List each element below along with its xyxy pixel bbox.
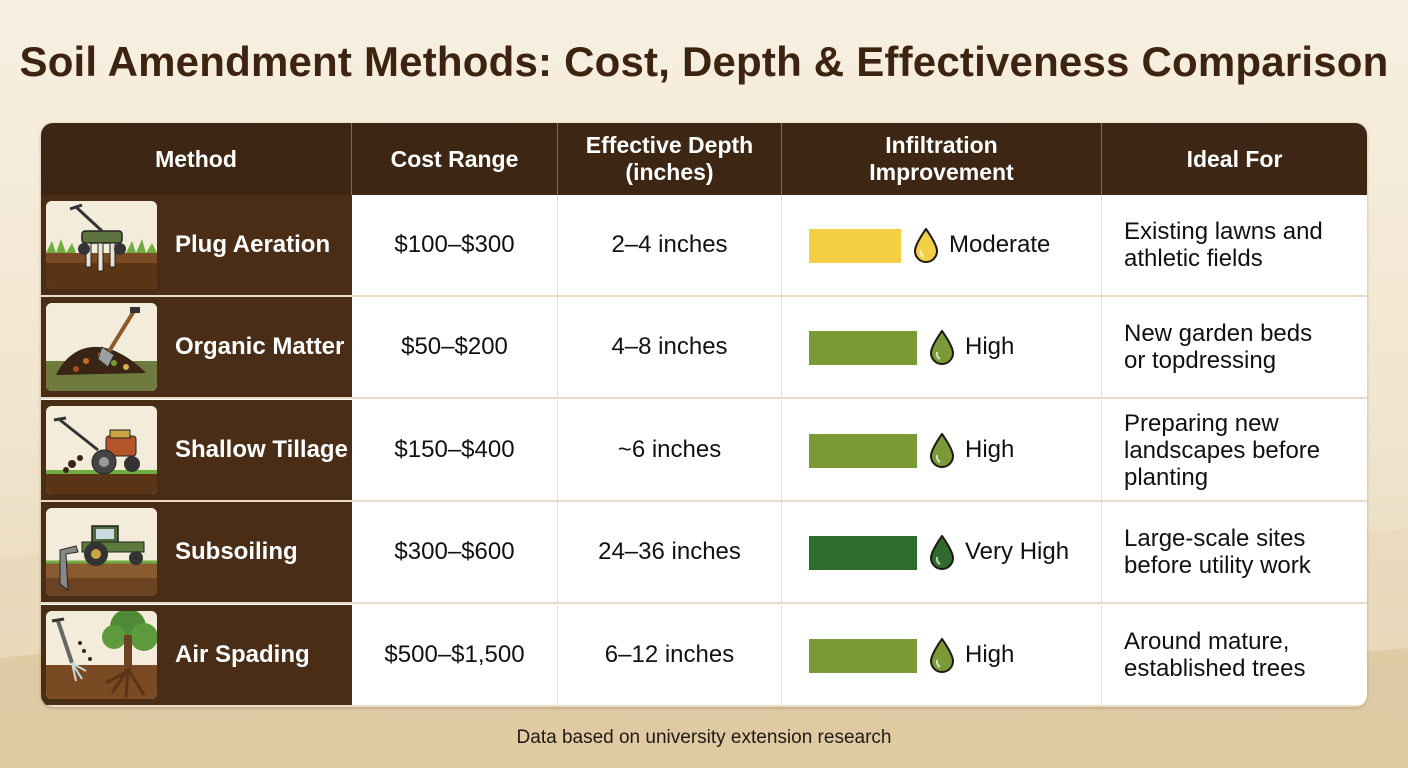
- infiltration-cell: Very High: [782, 502, 1102, 604]
- cost-cell: $300–$600: [352, 502, 558, 604]
- ideal-for-line: New garden beds: [1124, 320, 1313, 347]
- water-drop-icon: [929, 535, 955, 570]
- method-cell: Organic Matter: [41, 297, 352, 399]
- infiltration-bar-high: [809, 434, 917, 468]
- table-row-shallow-tillage: Shallow Tillage $150–$400 ~6 inches High…: [41, 400, 1367, 502]
- cost-cell: $150–$400: [352, 400, 558, 502]
- infiltration-bar-high: [809, 639, 917, 673]
- infiltration-label: High: [965, 641, 1015, 668]
- table-row-organic-matter: Organic Matter $50–$200 4–8 inches High …: [41, 297, 1367, 399]
- ideal-for-line: Around mature,: [1124, 628, 1290, 655]
- plug-aerator-icon: [46, 201, 157, 289]
- header-ideal-for: Ideal For: [1186, 145, 1283, 172]
- infiltration-label: High: [965, 436, 1015, 463]
- ideal-for-text: Existing lawns and athletic fields: [1124, 195, 1354, 295]
- method-label: Subsoiling: [175, 538, 298, 565]
- ideal-for-text: Around mature, established trees: [1124, 605, 1354, 705]
- header-infiltration-line2: Improvement: [869, 159, 1014, 185]
- ideal-for-line: landscapes before: [1124, 436, 1321, 464]
- compost-shovel-icon: [46, 303, 157, 391]
- ideal-for-text: Preparing new landscapes before planting: [1124, 400, 1354, 500]
- table-row-plug-aeration: Plug Aeration $100–$300 2–4 inches Moder…: [41, 195, 1367, 297]
- ideal-for-cell: Around mature, established trees: [1102, 605, 1367, 707]
- method-label: Plug Aeration: [175, 231, 331, 258]
- water-drop-icon: [913, 228, 939, 263]
- header-effective-depth-line1: Effective Depth: [585, 132, 754, 158]
- infiltration-cell: High: [782, 297, 1102, 399]
- table-header-row: Method Cost Range Effective Depth (inche…: [41, 123, 1367, 195]
- infiltration-bar-moderate: [809, 229, 901, 263]
- tractor-subsoiler-icon: [46, 508, 157, 596]
- water-drop-icon: [929, 330, 955, 365]
- ideal-for-line: athletic fields: [1124, 245, 1263, 272]
- water-drop-icon: [929, 433, 955, 468]
- infiltration-cell: Moderate: [782, 195, 1102, 297]
- air-spade-tree-icon: [46, 611, 157, 699]
- table-row-subsoiling: Subsoiling $300–$600 24–36 inches Very H…: [41, 502, 1367, 604]
- ideal-for-line: Existing lawns and: [1124, 218, 1323, 245]
- cost-cell: $100–$300: [352, 195, 558, 297]
- depth-cell: 2–4 inches: [558, 195, 782, 297]
- method-thumbnail: [46, 201, 157, 289]
- ideal-for-cell: Preparing new landscapes before planting: [1102, 400, 1367, 502]
- method-label: Organic Matter: [175, 333, 345, 360]
- ideal-for-line: or topdressing: [1124, 347, 1277, 374]
- depth-cell: 24–36 inches: [558, 502, 782, 604]
- method-label: Air Spading: [175, 641, 310, 668]
- infiltration-cell: High: [782, 605, 1102, 707]
- header-cost-range: Cost Range: [352, 123, 558, 195]
- header-effective-depth: Effective Depth (inches): [558, 123, 782, 195]
- ideal-for-cell: New garden beds or topdressing: [1102, 297, 1367, 399]
- comparison-table: Method Cost Range Effective Depth (inche…: [41, 123, 1367, 707]
- infiltration-label: High: [965, 333, 1015, 360]
- header-method: Method: [41, 123, 352, 195]
- infiltration-label: Moderate: [949, 231, 1051, 258]
- ideal-for-line: Preparing new: [1124, 409, 1279, 437]
- water-drop-icon: [929, 638, 955, 673]
- ideal-for-line: Large-scale sites: [1124, 525, 1306, 552]
- ideal-for-line: before utility work: [1124, 552, 1311, 579]
- header-infiltration-line1: Infiltration: [885, 132, 998, 158]
- source-note: Data based on university extension resea…: [516, 727, 892, 748]
- method-cell: Subsoiling: [41, 502, 352, 604]
- method-label: Shallow Tillage: [175, 436, 348, 463]
- ideal-for-cell: Large-scale sites before utility work: [1102, 502, 1367, 604]
- infiltration-bar-high: [809, 331, 917, 365]
- method-thumbnail: [46, 303, 157, 391]
- header-infiltration: Infiltration Improvement: [782, 123, 1102, 195]
- method-cell: Shallow Tillage: [41, 400, 352, 502]
- method-cell: Air Spading: [41, 605, 352, 707]
- method-thumbnail: [46, 611, 157, 699]
- ideal-for-text: Large-scale sites before utility work: [1124, 502, 1354, 602]
- infiltration-bar-very-high: [809, 536, 917, 570]
- ideal-for-text: New garden beds or topdressing: [1124, 297, 1354, 397]
- depth-cell: 4–8 inches: [558, 297, 782, 399]
- cost-cell: $500–$1,500: [352, 605, 558, 707]
- infiltration-cell: High: [782, 400, 1102, 502]
- cost-cell: $50–$200: [352, 297, 558, 399]
- table-row-air-spading: Air Spading $500–$1,500 6–12 inches High…: [41, 605, 1367, 707]
- method-thumbnail: [46, 508, 157, 596]
- depth-cell: ~6 inches: [558, 400, 782, 502]
- method-cell: Plug Aeration: [41, 195, 352, 297]
- ideal-for-line: planting: [1124, 463, 1209, 491]
- header-effective-depth-line2: (inches): [625, 159, 714, 185]
- infiltration-label: Very High: [965, 538, 1070, 565]
- method-thumbnail: [46, 406, 157, 494]
- ideal-for-cell: Existing lawns and athletic fields: [1102, 195, 1367, 297]
- rototiller-icon: [46, 406, 157, 494]
- page-title: Soil Amendment Methods: Cost, Depth & Ef…: [19, 38, 1389, 85]
- ideal-for-line: established trees: [1124, 655, 1306, 682]
- depth-cell: 6–12 inches: [558, 605, 782, 707]
